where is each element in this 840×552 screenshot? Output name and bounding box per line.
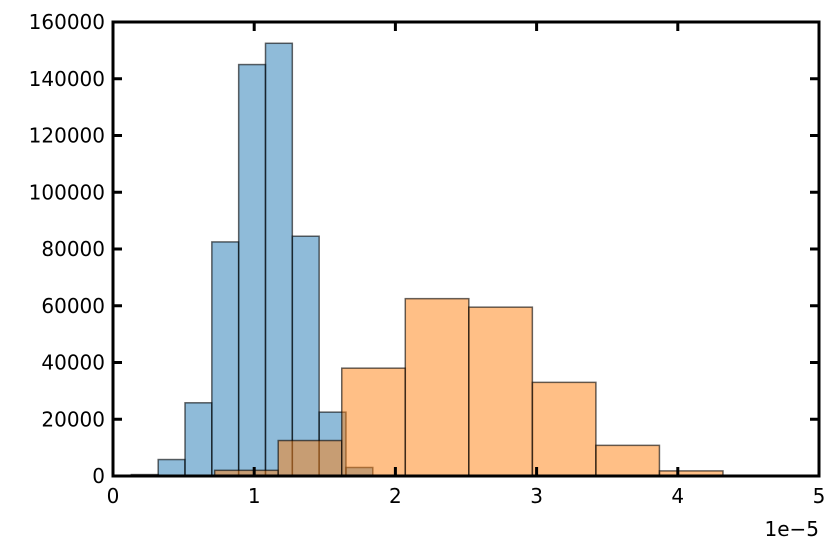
histogram-bar-s0-b6	[291, 235, 320, 477]
x-tick-label-3: 3	[530, 484, 543, 508]
y-tick-label-5: 100000	[29, 180, 105, 204]
histogram-bar-s1-b2	[340, 367, 407, 477]
y-tick-label-6: 120000	[29, 124, 105, 148]
histogram-bar-s0-b1	[157, 458, 186, 477]
histogram-bar-s0-b2	[184, 402, 213, 477]
histogram-bar-s1-b6	[595, 444, 661, 477]
y-tick-label-2: 40000	[41, 351, 105, 375]
histogram-bar-s1-b1	[277, 439, 343, 477]
histogram-bar-s1-b3	[404, 297, 470, 477]
y-tick-label-0: 0	[92, 464, 105, 488]
histogram-bar-s1-b4	[468, 306, 534, 477]
y-tick-label-7: 140000	[29, 67, 105, 91]
histogram-bars	[130, 42, 724, 477]
y-tick-label-4: 80000	[41, 237, 105, 261]
x-tick-label-0: 0	[107, 484, 120, 508]
x-tick-label-1: 1	[248, 484, 261, 508]
x-offset-label: 1e−5	[764, 517, 819, 541]
y-tick-label-3: 60000	[41, 294, 105, 318]
histogram-bar-s0-b3	[211, 241, 240, 477]
histogram-bar-s1-b5	[531, 381, 597, 477]
y-tick-label-8: 160000	[29, 10, 105, 34]
plot-frame	[111, 20, 821, 478]
x-tick-label-4: 4	[671, 484, 684, 508]
histogram-bar-s0-b4	[237, 63, 267, 477]
x-tick-label-5: 5	[813, 484, 826, 508]
axis-tick-labels: 0 1 2 3 4 5 0 20000 40000 60000 80000 100000 120000 1…	[29, 10, 826, 508]
histogram-bar-s0-b5	[264, 42, 294, 477]
x-tick-label-2: 2	[389, 484, 402, 508]
y-tick-label-1: 20000	[41, 407, 105, 431]
